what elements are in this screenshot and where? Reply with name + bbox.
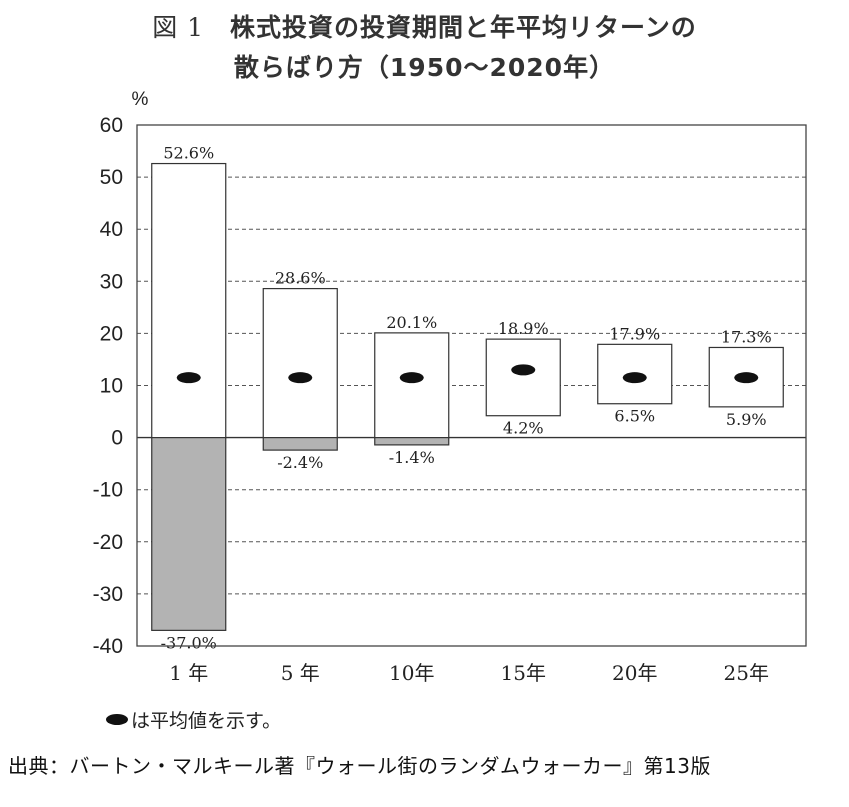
- plot-frame: [136, 124, 807, 647]
- y-tick-label: -10: [93, 479, 123, 502]
- legend-text: は平均値を示す。: [131, 710, 282, 732]
- max-data-label: 17.3%: [721, 327, 772, 346]
- bars: 52.6% -37.0% 28.6% -2.4% 20.1% -1.4% 18.9% 4.2%…: [151, 144, 784, 652]
- min-data-label: 5.9%: [726, 410, 767, 429]
- x-category-label: 20年: [612, 661, 657, 685]
- chart-title-text-1: 株式投資の投資期間と年平均リターンの: [230, 13, 697, 42]
- mean-marker: [176, 372, 201, 384]
- bar-negative: [151, 437, 227, 631]
- min-data-label: 4.2%: [503, 419, 544, 438]
- min-data-label: -37.0%: [161, 633, 217, 652]
- max-data-label: 28.6%: [275, 269, 326, 288]
- chart-title-line2: 散らばり方（1950〜2020年）: [0, 48, 849, 84]
- legend-marker-icon: [106, 714, 128, 725]
- mean-marker: [622, 372, 647, 384]
- chart-title-line1: 図 1 株式投資の投資期間と年平均リターンの: [0, 8, 849, 44]
- bar-positive: [262, 287, 338, 439]
- y-tick-label: -40: [93, 635, 123, 658]
- x-category-label: 10年: [389, 661, 434, 685]
- bar-positive: [485, 338, 561, 417]
- figure-label: 図 1: [152, 13, 205, 42]
- mean-marker: [734, 372, 759, 384]
- y-tick-label: 60: [100, 114, 123, 137]
- x-category-label: 25年: [724, 661, 769, 685]
- y-axis-ticks: 60 50 40 30 20 10 0 -10 -20 -30 -40: [93, 114, 123, 658]
- x-category-label: 5 年: [281, 661, 320, 685]
- mean-marker: [399, 372, 424, 384]
- x-category-label: 15年: [501, 661, 546, 685]
- y-axis-unit: %: [132, 89, 149, 110]
- bar-positive: [151, 162, 227, 439]
- y-tick-label: 20: [100, 322, 123, 345]
- bar-negative: [374, 437, 450, 446]
- min-data-label: -1.4%: [389, 448, 435, 467]
- min-data-label: 6.5%: [614, 407, 655, 426]
- max-data-label: 20.1%: [386, 313, 437, 332]
- y-tick-label: 50: [100, 166, 123, 189]
- y-tick-label: 0: [111, 427, 123, 450]
- min-data-label: -2.4%: [277, 453, 323, 472]
- legend: は平均値を示す。: [106, 706, 281, 733]
- mean-marker: [288, 372, 313, 384]
- mean-marker: [511, 364, 536, 376]
- range-bar-chart: % 60 50 40 30 20 10 0 -10 -20 -30 -40 52.6% -37.0% 2…: [93, 89, 807, 685]
- chart-title-text-2: 散らばり方（1950〜2020年）: [233, 53, 616, 82]
- x-category-label: 1 年: [169, 661, 208, 685]
- y-tick-label: -20: [93, 531, 123, 554]
- max-data-label: 17.9%: [609, 324, 660, 343]
- max-data-label: 18.9%: [498, 319, 549, 338]
- source-credit: 出典：バートン・マルキール著『ウォール街のランダムウォーカー』第13版: [8, 754, 711, 778]
- y-tick-label: 40: [100, 218, 123, 241]
- max-data-label: 52.6%: [163, 144, 214, 163]
- bar-negative: [262, 437, 338, 451]
- y-tick-label: 30: [100, 270, 123, 293]
- y-tick-label: 10: [100, 375, 123, 398]
- y-tick-label: -30: [93, 583, 123, 606]
- x-axis-categories: 1 年 5 年 10年 15年 20年 25年: [169, 661, 769, 685]
- gridlines: [137, 176, 806, 595]
- bar-positive: [374, 332, 450, 439]
